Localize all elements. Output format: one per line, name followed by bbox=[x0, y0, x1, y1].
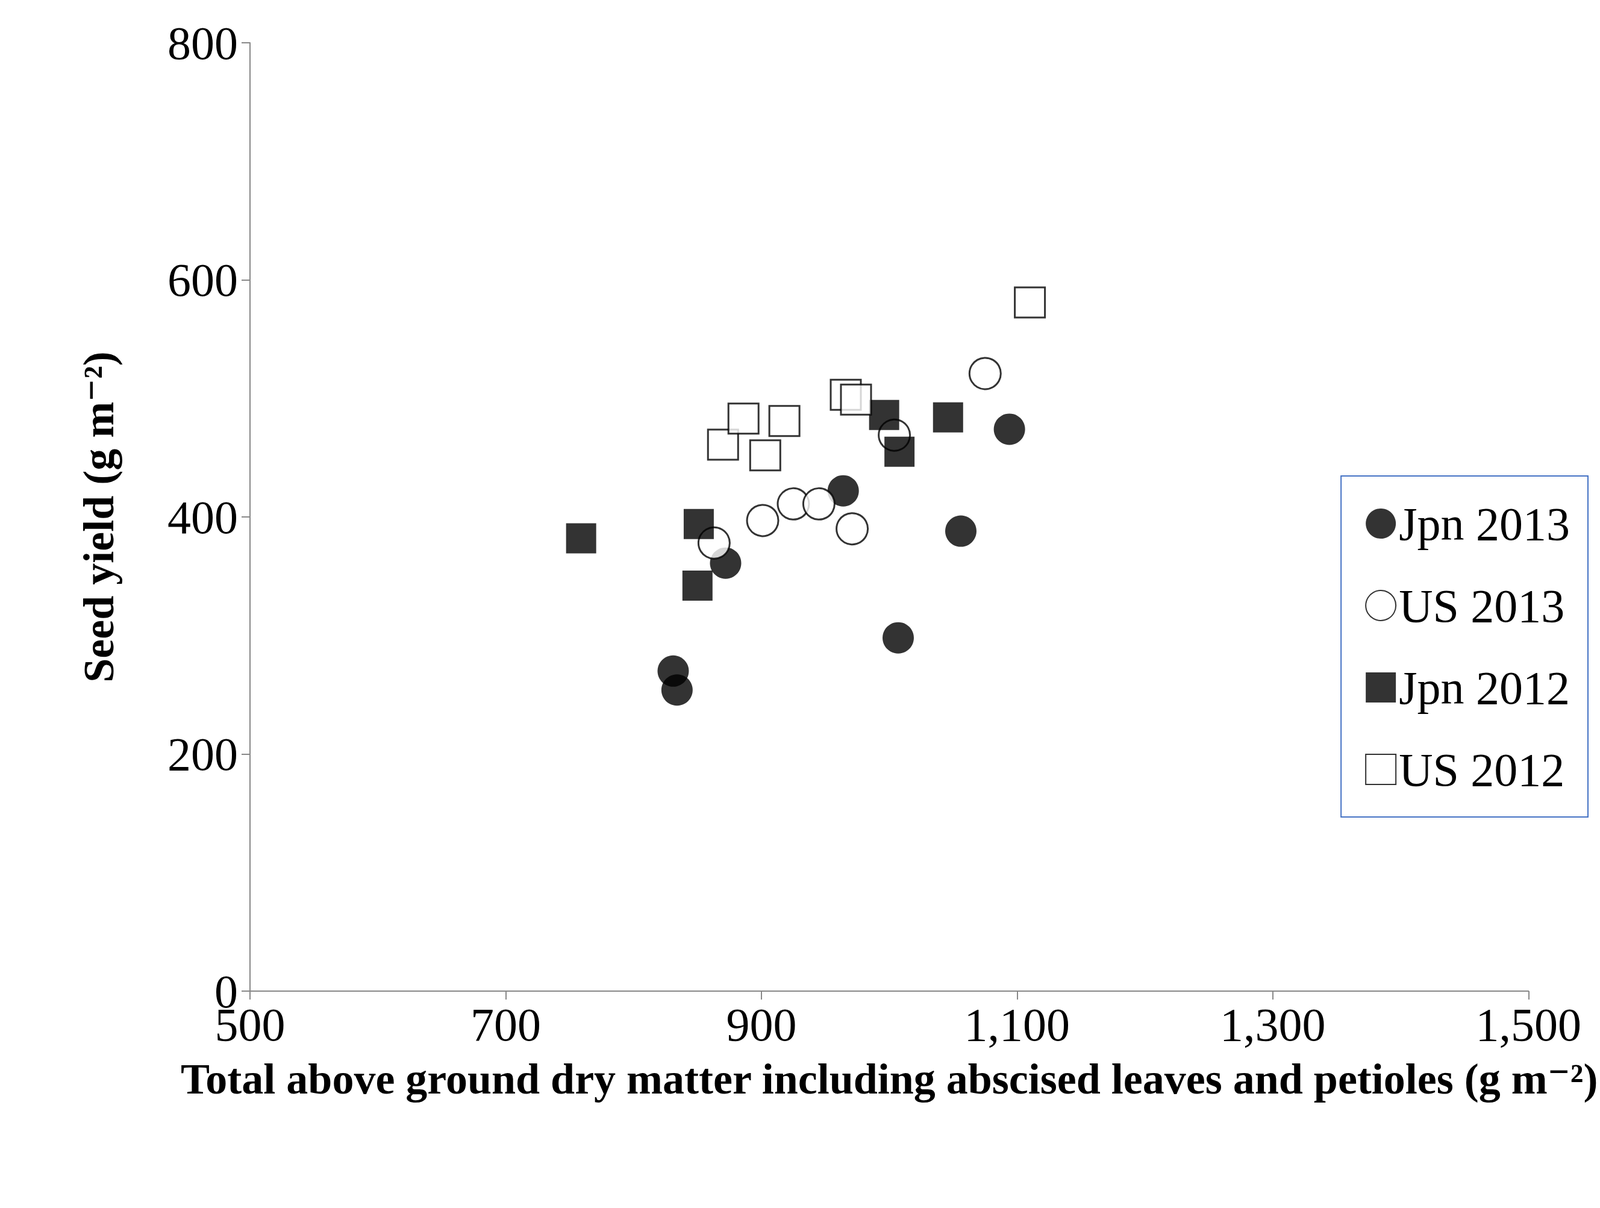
svg-text:700: 700 bbox=[470, 998, 541, 1051]
svg-text:US 2013: US 2013 bbox=[1398, 579, 1565, 632]
svg-text:1,500: 1,500 bbox=[1475, 998, 1582, 1051]
svg-text:Jpn 2013: Jpn 2013 bbox=[1398, 497, 1570, 550]
svg-text:0: 0 bbox=[214, 964, 238, 1018]
svg-text:Total above ground dry matter: Total above ground dry matter including … bbox=[180, 1054, 1598, 1104]
svg-text:200: 200 bbox=[167, 727, 238, 781]
svg-text:400: 400 bbox=[167, 490, 238, 544]
svg-text:600: 600 bbox=[167, 253, 238, 307]
svg-text:Jpn 2012: Jpn 2012 bbox=[1398, 661, 1570, 714]
svg-text:US 2012: US 2012 bbox=[1398, 743, 1565, 796]
svg-text:800: 800 bbox=[167, 16, 238, 70]
svg-text:1,300: 1,300 bbox=[1219, 998, 1326, 1051]
svg-text:500: 500 bbox=[215, 998, 286, 1051]
svg-text:1,100: 1,100 bbox=[964, 998, 1071, 1051]
svg-text:900: 900 bbox=[725, 998, 797, 1051]
svg-text:Seed yield (g m⁻²): Seed yield (g m⁻²) bbox=[74, 351, 123, 683]
